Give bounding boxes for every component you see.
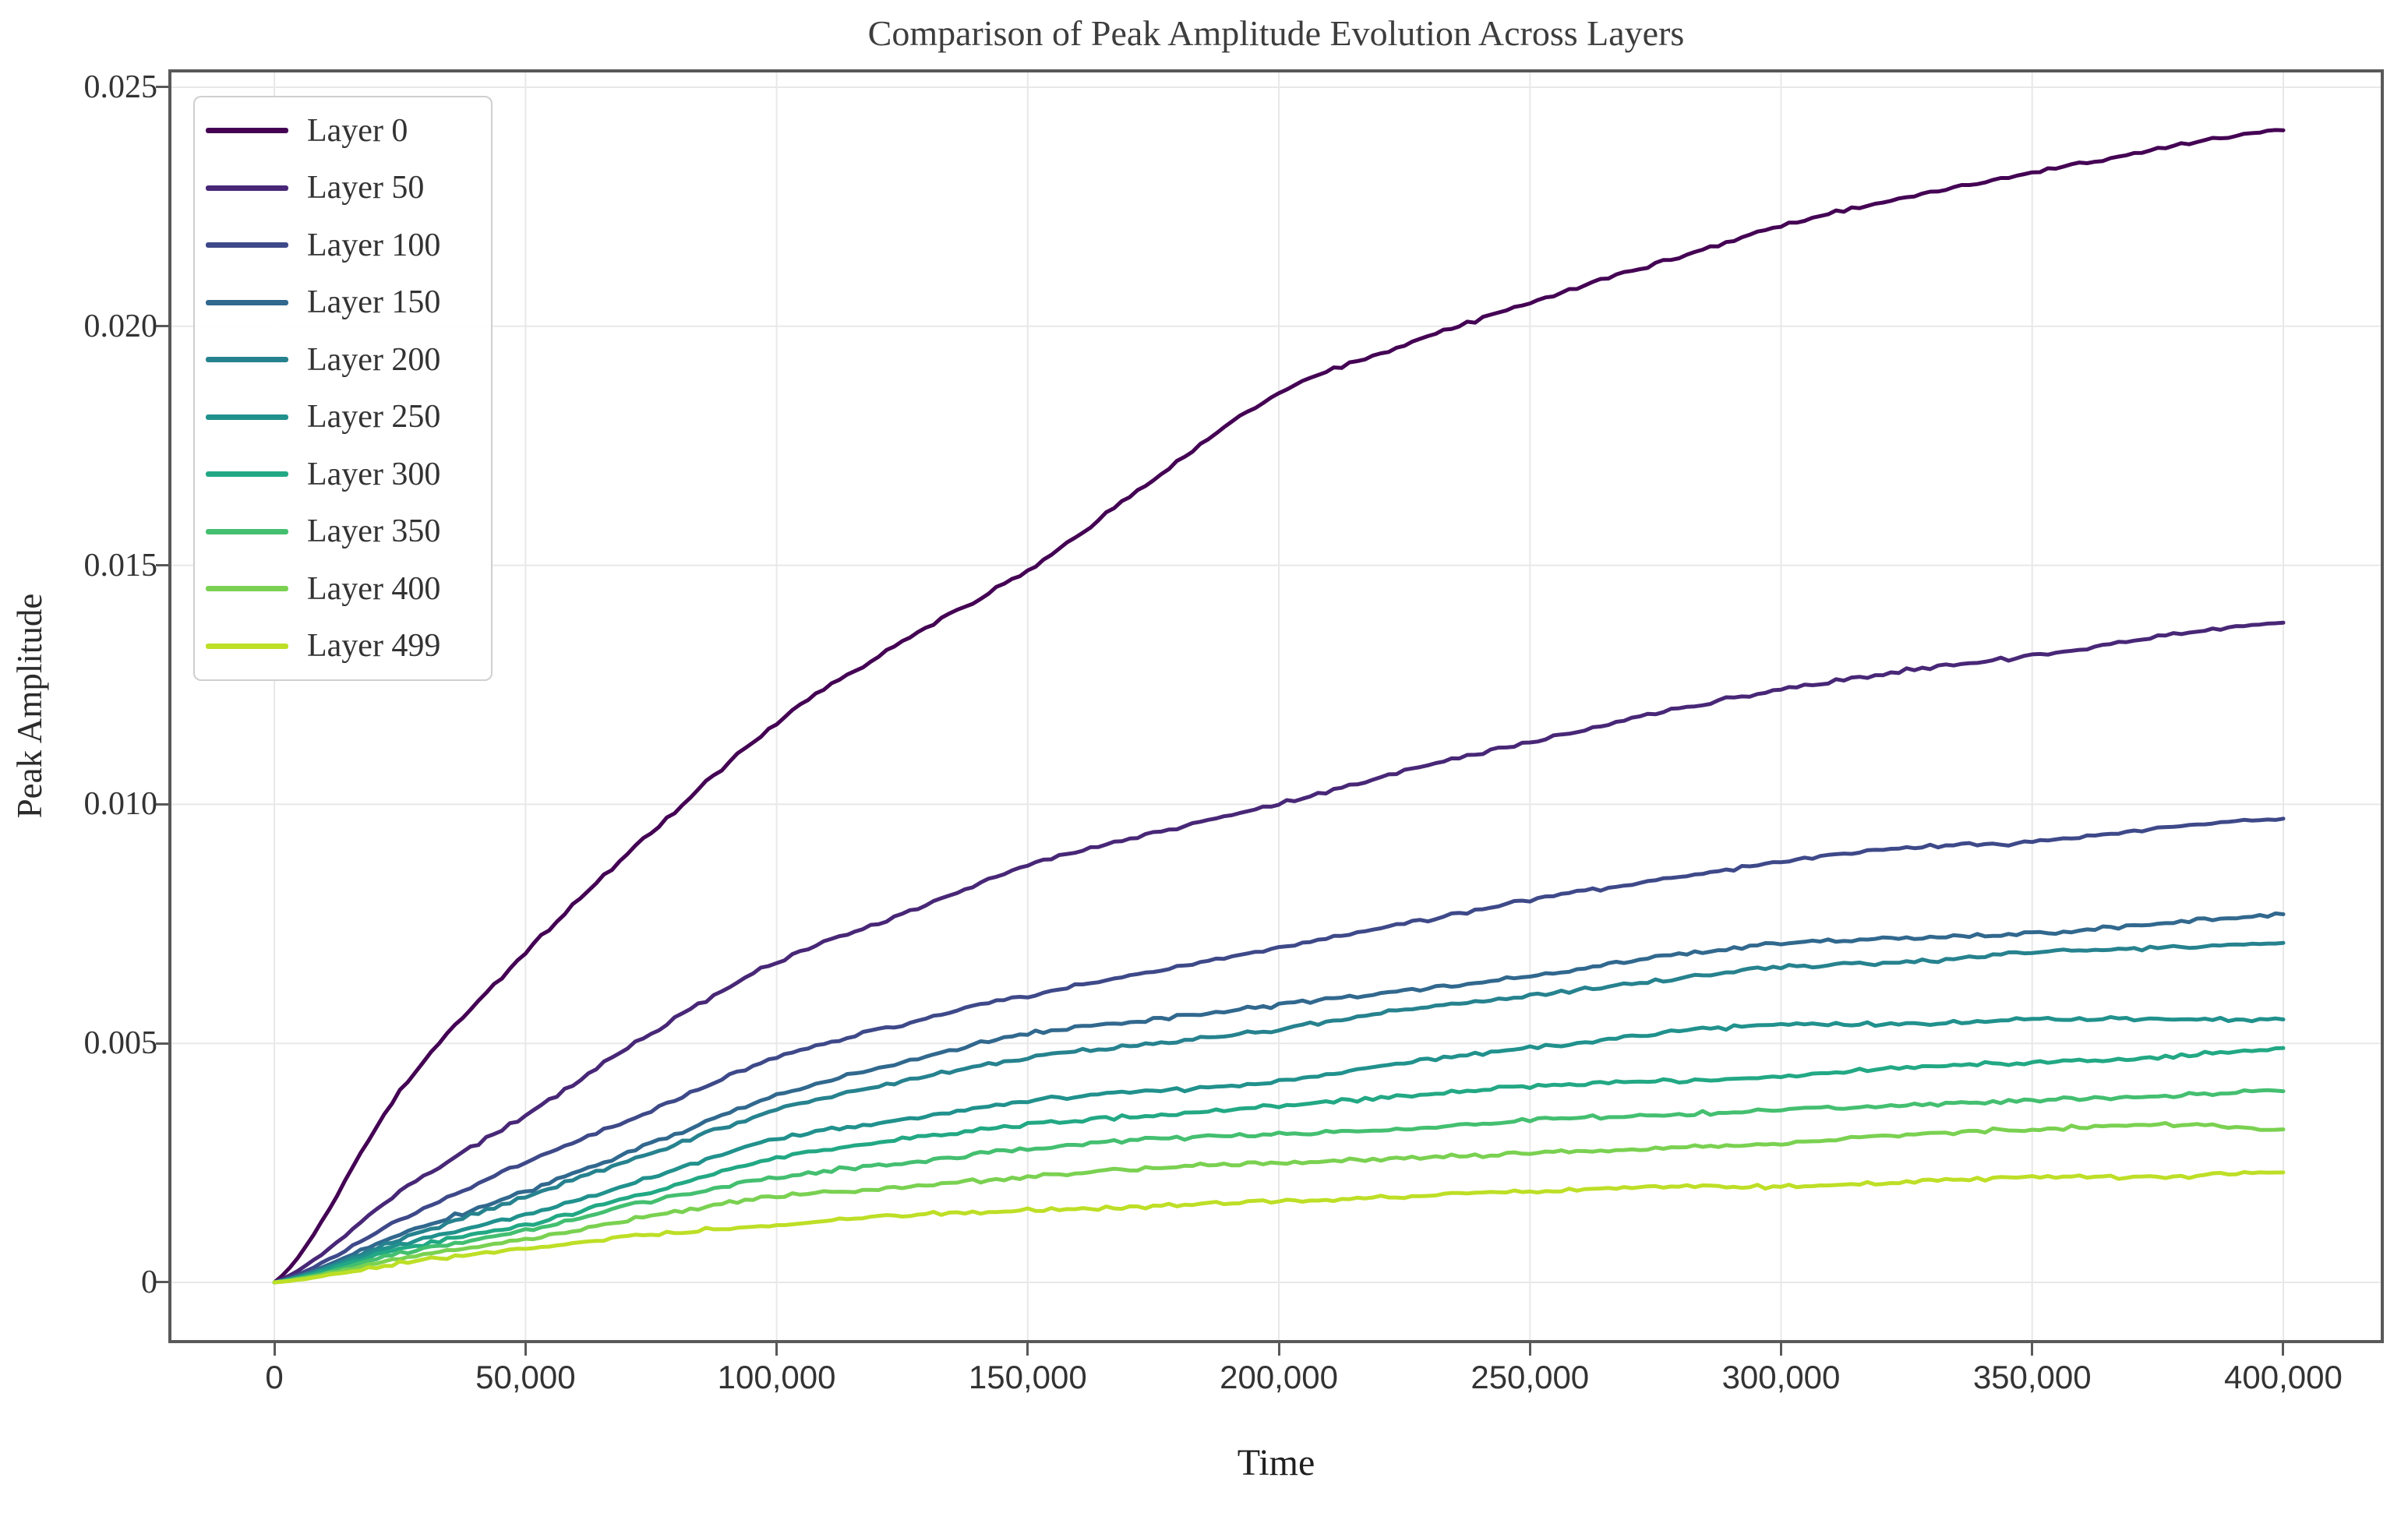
y-tick-mark xyxy=(156,564,168,567)
legend-swatch xyxy=(206,643,288,649)
x-tick-mark xyxy=(2282,1343,2285,1356)
legend-item-layer-300: Layer 300 xyxy=(206,446,483,503)
line-layer-0 xyxy=(272,128,2286,1285)
legend-swatch xyxy=(206,357,288,363)
x-tick-mark xyxy=(524,1343,527,1356)
y-tick-label: 0.015 xyxy=(83,547,158,584)
line-layer-100 xyxy=(272,816,2286,1285)
x-tick-mark xyxy=(273,1343,276,1356)
x-tick-label: 300,000 xyxy=(1721,1359,1841,1395)
x-axis-label: Time xyxy=(1237,1442,1315,1483)
y-tick-mark xyxy=(156,325,168,328)
y-tick-label: 0 xyxy=(141,1264,157,1300)
legend-swatch xyxy=(206,471,288,478)
legend-swatch xyxy=(206,528,288,534)
line-layer-400 xyxy=(272,1120,2286,1285)
y-tick-mark xyxy=(156,1042,168,1045)
legend-item-layer-50: Layer 50 xyxy=(206,160,483,217)
y-tick-mark xyxy=(156,802,168,806)
legend-label: Layer 200 xyxy=(307,341,441,378)
line-layer-300 xyxy=(272,1046,2286,1285)
chart-title: Comparison of Peak Amplitude Evolution A… xyxy=(867,13,1685,53)
x-tick-mark xyxy=(1528,1343,1531,1356)
line-layer-350 xyxy=(272,1088,2286,1285)
x-tick-mark xyxy=(1780,1343,1782,1356)
legend-item-layer-250: Layer 250 xyxy=(206,389,483,446)
legend-swatch xyxy=(206,414,288,420)
legend-item-layer-400: Layer 400 xyxy=(206,560,483,618)
x-tick-label: 400,000 xyxy=(2224,1359,2343,1395)
legend-label: Layer 350 xyxy=(307,513,441,550)
legend-item-layer-200: Layer 200 xyxy=(206,331,483,389)
plot-canvas xyxy=(171,72,2381,1340)
y-tick-label: 0.020 xyxy=(83,308,158,344)
plot-area xyxy=(168,69,2384,1343)
legend-swatch xyxy=(206,242,288,249)
legend-item-layer-150: Layer 150 xyxy=(206,274,483,332)
line-layer-150 xyxy=(272,911,2286,1285)
legend-label: Layer 300 xyxy=(307,456,441,492)
x-tick-label: 150,000 xyxy=(968,1359,1087,1395)
legend-label: Layer 400 xyxy=(307,570,441,607)
gridlines xyxy=(171,72,2381,1340)
x-tick-mark xyxy=(2031,1343,2034,1356)
legend: Layer 0 Layer 50 Layer 100 Layer 150 Layer 2… xyxy=(193,96,493,681)
legend-label: Layer 150 xyxy=(307,284,441,321)
legend-swatch xyxy=(206,185,288,191)
y-tick-mark xyxy=(156,86,168,89)
y-tick-label: 0.025 xyxy=(83,69,158,105)
x-tick-mark xyxy=(1277,1343,1280,1356)
line-layer-200 xyxy=(272,940,2286,1285)
legend-swatch xyxy=(206,299,288,305)
x-tick-label: 350,000 xyxy=(1972,1359,2092,1395)
legend-label: Layer 0 xyxy=(307,112,408,149)
line-layer-50 xyxy=(272,620,2286,1285)
x-tick-mark xyxy=(1026,1343,1029,1356)
x-tick-label: 250,000 xyxy=(1471,1359,1590,1395)
legend-label: Layer 250 xyxy=(307,399,441,436)
legend-label: Layer 100 xyxy=(307,227,441,263)
legend-label: Layer 499 xyxy=(307,628,441,665)
legend-item-layer-499: Layer 499 xyxy=(206,618,483,675)
y-tick-label: 0.010 xyxy=(83,786,158,823)
x-tick-label: 200,000 xyxy=(1220,1359,1338,1395)
x-tick-label: 100,000 xyxy=(717,1359,836,1395)
x-tick-label: 50,000 xyxy=(475,1359,576,1395)
series-lines xyxy=(272,128,2286,1285)
line-layer-250 xyxy=(272,1014,2286,1285)
y-tick-mark xyxy=(156,1281,168,1284)
legend-swatch xyxy=(206,128,288,134)
legend-item-layer-100: Layer 100 xyxy=(206,217,483,274)
legend-label: Layer 50 xyxy=(307,170,425,206)
x-tick-mark xyxy=(775,1343,779,1356)
legend-item-layer-350: Layer 350 xyxy=(206,503,483,561)
x-tick-label: 0 xyxy=(265,1359,284,1395)
legend-swatch xyxy=(206,586,288,592)
legend-item-layer-0: Layer 0 xyxy=(206,102,483,160)
line-layer-499 xyxy=(272,1169,2286,1285)
y-tick-label: 0.005 xyxy=(83,1025,158,1062)
